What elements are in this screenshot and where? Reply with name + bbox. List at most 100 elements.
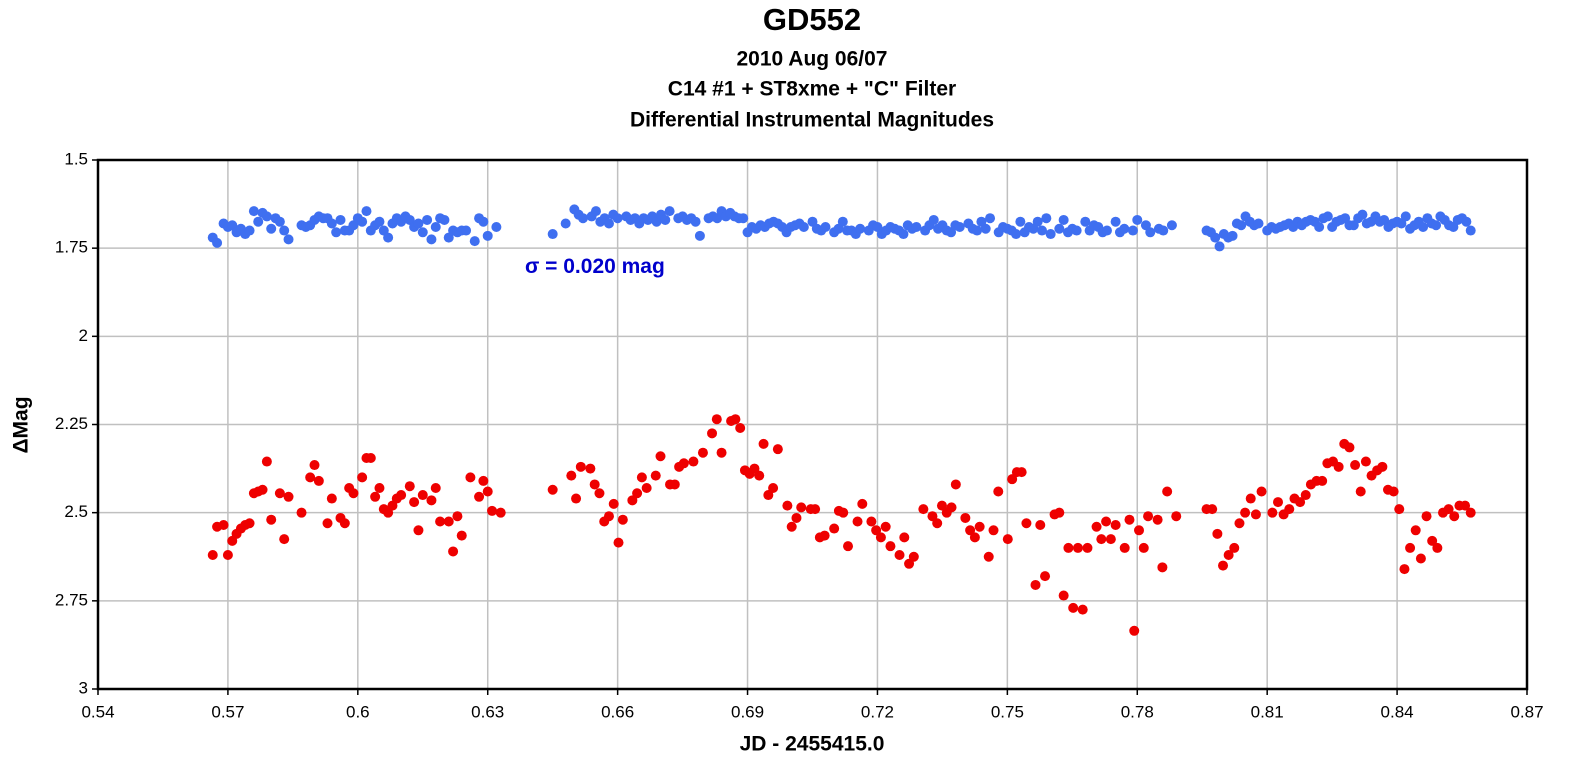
data-point [627,495,638,506]
data-point [1405,542,1416,553]
data-point [560,218,571,229]
data-point [374,482,385,493]
data-point [266,514,277,525]
data-point [1101,225,1112,236]
data-point [594,488,605,499]
data-point [749,463,760,474]
data-point [487,505,498,516]
data-point [575,461,586,472]
data-point [965,525,976,536]
data-point [279,225,290,236]
data-point [426,495,437,506]
data-point [335,214,346,225]
y-tick-label: 1.75 [55,238,88,257]
x-tick-label: 0.75 [991,702,1024,721]
data-point [954,222,965,233]
chart-subtitle: C14 #1 + ST8xme + "C" Filter [668,78,956,101]
data-point [1350,460,1361,471]
data-point [655,451,666,462]
data-point [1253,218,1264,229]
data-point [396,490,407,501]
data-point [782,500,793,511]
data-point [1054,507,1065,518]
data-point [898,229,909,240]
data-point [257,484,268,495]
data-point [465,472,476,483]
data-point [1082,542,1093,553]
data-point [688,456,699,467]
x-tick-label: 0.66 [601,702,634,721]
data-point [1333,461,1344,472]
data-point [448,546,459,557]
data-point [1157,562,1168,573]
y-tick-label: 2.75 [55,590,88,609]
data-point [361,206,372,217]
data-point [1227,230,1238,241]
data-point [348,488,359,499]
data-point [758,438,769,449]
data-point [1410,525,1421,536]
data-point [894,549,905,560]
data-point [837,216,848,227]
data-point [1461,216,1472,227]
data-point [422,214,433,225]
data-point [322,518,333,529]
data-point [875,532,886,543]
data-point [763,490,774,501]
data-point [1162,486,1173,497]
data-point [754,470,765,481]
data-point [1002,534,1013,545]
data-point [1415,553,1426,564]
data-point [571,493,582,504]
data-point [1360,456,1371,467]
data-point [1377,461,1388,472]
data-point [365,453,376,464]
data-point [1132,214,1143,225]
data-point [452,511,463,522]
data-point [474,491,485,502]
data-point [222,549,233,560]
data-point [357,472,368,483]
x-tick-label: 0.87 [1510,702,1543,721]
data-point [1214,241,1225,252]
data-point [1143,511,1154,522]
data-point [339,518,350,529]
data-point [932,518,943,529]
data-point [383,232,394,243]
data-point [950,479,961,490]
data-point [1250,509,1261,520]
data-point [798,222,809,233]
data-point [980,223,991,234]
data-point [972,225,983,236]
data-point [482,486,493,497]
data-point [1152,514,1163,525]
data-point [983,551,994,562]
data-point [1465,225,1476,236]
data-point [590,206,601,217]
data-point [960,512,971,523]
data-point [326,218,337,229]
data-point [1212,528,1223,539]
data-point [786,521,797,532]
chart-subtitle: Differential Instrumental Magnitudes [630,109,994,132]
data-point [469,236,480,247]
data-point [313,475,324,486]
data-point [738,213,749,224]
data-point [1284,504,1295,515]
data-point [1245,493,1256,504]
data-point [1234,518,1245,529]
plot-frame [96,158,1529,691]
data-point [885,541,896,552]
data-point [690,216,701,227]
data-point [632,488,643,499]
data-point [871,525,882,536]
data-point [1124,514,1135,525]
y-tick-label: 2 [79,326,88,345]
data-point [768,482,779,493]
data-point [1021,518,1032,529]
data-point [855,223,866,234]
x-axis-label: JD - 2455415.0 [740,733,885,756]
data-point [1388,486,1399,497]
data-point [261,211,272,222]
